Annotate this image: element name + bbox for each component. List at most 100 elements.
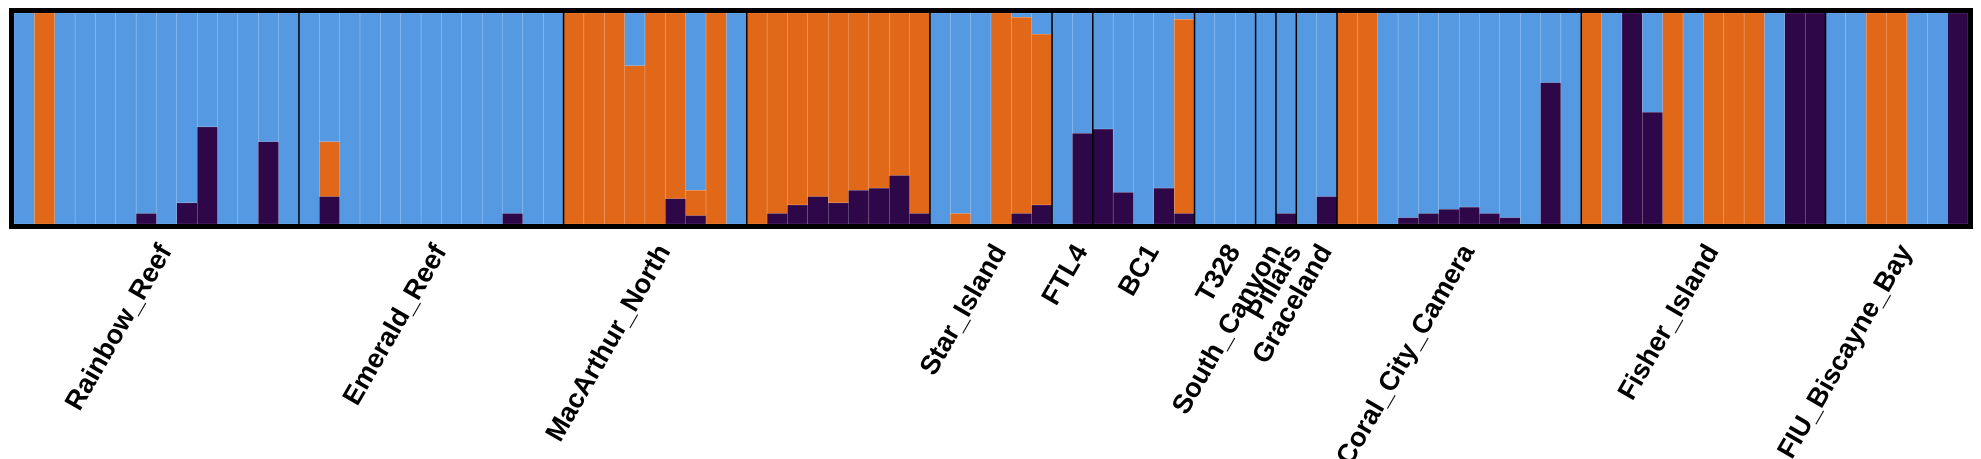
- bar-segment-pop2-ind6-k1: [685, 190, 707, 216]
- bar-segment-pop13-ind2-k1: [1866, 12, 1887, 225]
- bar-segment-pop3-ind5-k1: [848, 12, 870, 191]
- bar-segment-pop12-ind7-k1: [1723, 12, 1745, 225]
- population-label: MacArthur_North: [539, 239, 676, 446]
- bar-segment-pop6-ind1-k0: [1112, 12, 1134, 193]
- bar-segment-pop1-ind11-k0: [522, 12, 544, 225]
- bar-segment-pop6-ind0-k2: [1092, 128, 1114, 225]
- bar-segment-pop4-ind4-k0: [1011, 12, 1032, 18]
- population-separators: [298, 13, 1827, 224]
- bar-segment-pop1-ind5-k0: [400, 12, 422, 225]
- bar-segment-pop12-ind3-k2: [1642, 111, 1663, 225]
- bar-segment-pop4-ind5-k2: [1031, 204, 1053, 225]
- population-label: Fisher_Island: [1612, 239, 1725, 405]
- bar-segment-pop1-ind10-k2: [502, 213, 524, 225]
- bar-segment-pop6-ind4-k2: [1174, 213, 1195, 225]
- bar-segment-pop1-ind6-k0: [420, 12, 442, 225]
- bar-segment-pop11-ind6-k0: [1458, 12, 1480, 208]
- bar-segment-pop1-ind10-k0: [502, 12, 524, 214]
- bar-segment-pop12-ind10-k2: [1784, 12, 1806, 225]
- bar-segment-pop1-ind9-k0: [481, 12, 503, 225]
- bar-segment-pop1-ind1-k2: [319, 196, 340, 225]
- bar-segment-pop3-ind4-k2: [827, 202, 849, 225]
- bar-segment-pop11-ind10-k0: [1540, 12, 1562, 83]
- bar-segment-pop3-ind6-k2: [868, 187, 890, 225]
- bar-segment-pop2-ind3-k0: [624, 12, 646, 66]
- bar-segment-pop11-ind1-k1: [1357, 12, 1378, 225]
- bar-segment-pop1-ind12-k0: [543, 12, 564, 225]
- bar-segment-pop3-ind4-k1: [827, 12, 849, 204]
- bar-segment-pop3-ind2-k1: [787, 12, 808, 206]
- plot-frame: [9, 8, 1973, 229]
- bar-segment-pop2-ind0-k1: [563, 12, 585, 225]
- bar-segment-pop4-ind1-k0: [950, 12, 971, 214]
- population-label: Rainbow_Reef: [59, 238, 179, 415]
- bar-segment-pop4-ind5-k0: [1031, 12, 1053, 35]
- bar-segment-pop2-ind7-k1: [705, 12, 727, 225]
- bar-segment-pop2-ind1-k1: [583, 12, 605, 225]
- bar-segment-pop5-ind0-k0: [1051, 12, 1073, 225]
- bar-segment-pop2-ind5-k1: [665, 12, 686, 199]
- bar-segment-pop1-ind2-k0: [339, 12, 361, 225]
- bar-segment-pop13-ind3-k1: [1886, 12, 1908, 225]
- bar-segment-pop3-ind5-k2: [848, 190, 870, 225]
- bar-segment-pop12-ind11-k2: [1804, 12, 1826, 225]
- bar-segment-pop3-ind7-k1: [889, 12, 910, 176]
- bar-segment-pop10-ind0-k0: [1296, 12, 1317, 225]
- bar-segment-pop2-ind4-k1: [644, 12, 666, 225]
- bar-segment-pop10-ind1-k2: [1316, 196, 1338, 225]
- bar-segment-pop5-ind1-k0: [1072, 12, 1093, 134]
- population-label: Star_Island: [913, 239, 1012, 380]
- bars-layer: [13, 12, 1969, 225]
- bar-segment-pop0-ind12-k2: [258, 141, 279, 225]
- bar-segment-pop3-ind1-k1: [766, 12, 788, 214]
- bar-segment-pop11-ind3-k0: [1397, 12, 1419, 218]
- bar-segment-pop3-ind3-k1: [807, 12, 829, 197]
- bar-segment-pop13-ind4-k0: [1906, 12, 1928, 225]
- bar-segment-pop6-ind4-k0: [1174, 12, 1195, 20]
- bar-segment-pop12-ind2-k2: [1621, 12, 1643, 225]
- bar-segment-pop11-ind5-k0: [1438, 12, 1460, 210]
- bar-segment-pop12-ind8-k1: [1743, 12, 1765, 225]
- bar-segment-pop0-ind5-k0: [115, 12, 137, 225]
- bar-segment-pop11-ind4-k0: [1418, 12, 1439, 214]
- bar-segment-pop4-ind2-k0: [970, 12, 992, 225]
- bar-segment-pop0-ind0-k0: [13, 12, 35, 225]
- bar-segment-pop12-ind6-k1: [1703, 12, 1724, 225]
- bar-segment-pop13-ind0-k0: [1825, 12, 1847, 225]
- bar-segment-pop11-ind8-k2: [1499, 217, 1521, 225]
- population-labels: Rainbow_Reef Emerald_Reef MacArthur_North S…: [59, 238, 1918, 459]
- bar-segment-pop7-ind0-k0: [1194, 12, 1216, 225]
- bar-segment-pop4-ind4-k2: [1011, 213, 1032, 225]
- bar-segment-pop0-ind10-k0: [217, 12, 239, 225]
- bar-segment-pop0-ind8-k0: [176, 12, 198, 204]
- bar-segment-pop12-ind1-k0: [1601, 12, 1623, 225]
- bar-segment-pop12-ind0-k1: [1581, 12, 1602, 225]
- bar-segment-pop0-ind9-k0: [197, 12, 218, 128]
- bar-segment-pop11-ind8-k0: [1499, 12, 1521, 218]
- bar-segment-pop7-ind1-k0: [1214, 12, 1236, 225]
- bar-segment-pop1-ind1-k1: [319, 141, 340, 197]
- bar-segment-pop11-ind5-k2: [1438, 209, 1460, 225]
- bar-segment-pop13-ind1-k0: [1845, 12, 1867, 225]
- bar-segment-pop11-ind0-k1: [1336, 12, 1358, 225]
- population-label: FTL4: [1035, 239, 1093, 310]
- bar-segment-pop12-ind4-k1: [1662, 12, 1684, 225]
- bar-segment-pop2-ind2-k1: [604, 12, 625, 225]
- bar-segment-pop2-ind8-k0: [726, 12, 747, 225]
- population-label: Emerald_Reef: [336, 238, 453, 410]
- bar-segment-pop2-ind5-k2: [665, 198, 686, 225]
- bar-segment-pop6-ind2-k0: [1133, 12, 1155, 225]
- bar-segment-pop3-ind8-k1: [909, 12, 931, 214]
- bar-segment-pop11-ind7-k2: [1479, 213, 1501, 225]
- bar-segment-pop6-ind4-k1: [1174, 19, 1195, 214]
- bar-segment-pop9-ind0-k0: [1275, 12, 1297, 214]
- bar-segment-pop3-ind2-k2: [787, 204, 808, 225]
- bar-segment-pop11-ind6-k2: [1458, 206, 1480, 225]
- bar-segment-pop2-ind6-k2: [685, 215, 707, 225]
- bar-segment-pop13-ind5-k0: [1927, 12, 1948, 225]
- bar-segment-pop3-ind8-k2: [909, 213, 931, 225]
- bar-segment-pop0-ind6-k0: [135, 12, 157, 214]
- bar-segment-pop4-ind3-k1: [990, 12, 1012, 225]
- bar-segment-pop13-ind6-k2: [1947, 12, 1969, 225]
